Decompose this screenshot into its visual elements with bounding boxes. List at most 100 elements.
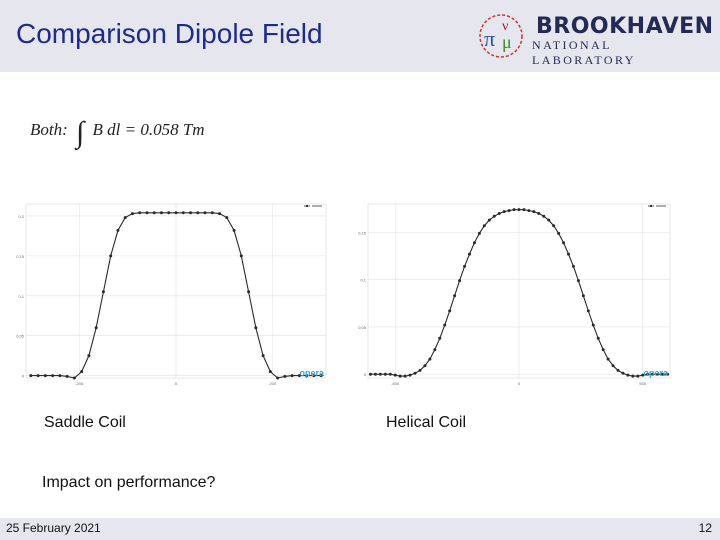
data-point (116, 228, 120, 232)
data-point (423, 364, 427, 368)
data-point (152, 211, 156, 215)
legend-label-blur (312, 205, 322, 207)
data-point (596, 336, 600, 340)
data-point (109, 254, 113, 258)
data-point (413, 371, 417, 375)
data-point (527, 209, 531, 213)
data-point (218, 212, 222, 216)
data-point (65, 374, 69, 378)
data-point (225, 216, 229, 220)
x-tick-label: -200 (75, 381, 84, 386)
legend-marker (305, 204, 309, 208)
data-point (492, 214, 496, 218)
data-point (283, 374, 287, 378)
y-tick-label: 0.05 (16, 334, 25, 339)
data-point (621, 371, 625, 375)
saddle-coil-caption: Saddle Coil (44, 414, 126, 431)
helical-coil-caption: Helical Coil (386, 414, 467, 431)
y-tick-label: 0.1 (360, 278, 366, 283)
data-point (438, 336, 442, 340)
data-point (497, 211, 501, 215)
data-point (145, 211, 149, 215)
data-point (537, 211, 541, 215)
data-point (616, 368, 620, 372)
data-point (159, 211, 163, 215)
data-point (576, 279, 580, 283)
data-point (312, 374, 316, 378)
opera-watermark: opera (299, 368, 325, 378)
data-point (463, 264, 467, 268)
data-point (72, 376, 76, 380)
data-point (453, 294, 457, 298)
field-integral-formula: Both: ∫ B dl = 0.058 Tm (30, 116, 205, 150)
data-point (239, 254, 243, 258)
data-point (571, 264, 575, 268)
data-point (254, 326, 258, 330)
data-point (167, 211, 171, 215)
muon-g2-logo: π ν μ (479, 14, 523, 58)
data-point (581, 294, 585, 298)
data-point (101, 290, 105, 294)
page-number: 12 (698, 521, 712, 535)
data-point (567, 252, 571, 256)
data-point (393, 373, 397, 377)
data-point (487, 218, 491, 222)
slide-title: Comparison Dipole Field (16, 18, 323, 49)
y-tick-label: 0.2 (18, 214, 24, 219)
data-point (403, 374, 407, 378)
data-point (552, 224, 556, 228)
data-point (130, 212, 134, 216)
data-point (196, 211, 200, 215)
data-point (174, 211, 178, 215)
data-point (247, 290, 251, 294)
data-point (123, 216, 127, 220)
data-point (646, 372, 650, 376)
data-point (305, 374, 309, 378)
y-tick-label: 0.15 (16, 254, 25, 259)
data-point (542, 214, 546, 218)
integral-symbol: ∫ (76, 116, 85, 149)
data-point (448, 309, 452, 313)
legend-label-blur (656, 205, 666, 207)
data-point (636, 374, 640, 378)
data-point (661, 372, 665, 376)
slide-date: 25 February 2021 (6, 521, 101, 535)
x-tick-label: 0 (175, 381, 178, 386)
data-point (482, 224, 486, 228)
helical-coil-chart: 0 0.05 0.1 0.15 -500 0 500 opera (358, 203, 671, 386)
y-tick-label: 0 (364, 372, 367, 377)
y-tick-label: 0.1 (18, 294, 24, 299)
data-point (276, 376, 280, 380)
data-point (43, 374, 47, 378)
data-point (666, 372, 670, 376)
x-tick-label: 200 (269, 381, 276, 386)
data-point (472, 241, 476, 245)
data-point (368, 372, 372, 376)
data-point (458, 279, 462, 283)
data-point (656, 372, 660, 376)
data-point (562, 241, 566, 245)
lab-subtitle: NATIONAL LABORATORY (532, 38, 636, 67)
data-point (517, 208, 521, 212)
data-point (268, 370, 272, 374)
data-point (138, 211, 142, 215)
formula-prefix: Both: (30, 120, 68, 139)
data-point (94, 326, 98, 330)
saddle-coil-chart: 0 0.05 0.1 0.15 0.2 -200 0 200 opera (16, 203, 327, 386)
svg-text:π: π (484, 26, 495, 51)
data-point (443, 323, 447, 327)
data-point (51, 374, 55, 378)
impact-question: Impact on performance? (42, 474, 216, 491)
x-tick-label: 500 (639, 381, 646, 386)
data-point (557, 231, 561, 235)
data-point (611, 364, 615, 368)
data-point (502, 210, 506, 214)
data-point (181, 211, 185, 215)
data-point (507, 209, 511, 213)
data-point (467, 252, 471, 256)
data-point (547, 218, 551, 222)
data-point (87, 354, 91, 358)
data-point (261, 354, 265, 358)
data-point (408, 373, 412, 377)
x-tick-label: 0 (518, 381, 521, 386)
